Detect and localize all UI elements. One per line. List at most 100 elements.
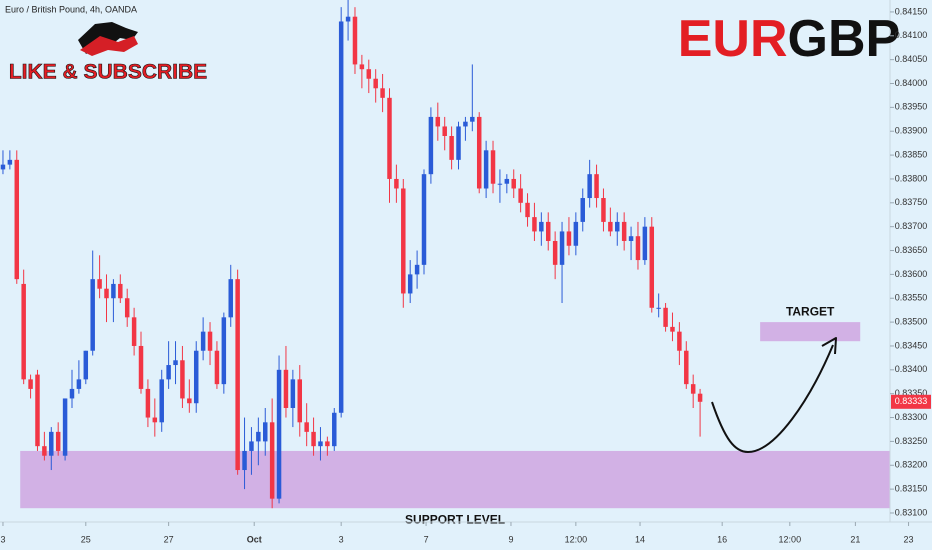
- candle-body: [387, 97, 392, 179]
- candle-body: [124, 298, 130, 318]
- candle-body: [55, 431, 61, 451]
- x-tick-label: 23: [904, 534, 914, 544]
- candle-body: [104, 288, 109, 299]
- candle-body: [311, 431, 316, 447]
- last-price-box: [891, 394, 931, 409]
- candle-body: [442, 126, 447, 136]
- candle-body: [580, 198, 585, 222]
- candle-body: [249, 441, 254, 451]
- candle-body: [608, 221, 613, 232]
- candle-body: [242, 450, 247, 471]
- candle-body: [421, 174, 427, 265]
- candle-body: [0, 164, 6, 170]
- candle-body: [435, 116, 441, 127]
- candle-body: [111, 283, 116, 299]
- candle-body: [7, 159, 13, 165]
- candle-body: [173, 360, 178, 366]
- candle-body: [525, 202, 530, 218]
- candle-body: [394, 178, 399, 189]
- subtitle: Euro / British Pound, 4h, OANDA: [5, 4, 137, 14]
- logo: [78, 22, 138, 56]
- candle-body: [552, 240, 558, 265]
- y-tick-label: 0.83500: [895, 316, 928, 326]
- candle-body: [428, 116, 434, 175]
- axes: 0.83100 0.83150 0.83200 0.83250 0.83300 0.833…: [0, 6, 931, 544]
- candle-body: [587, 174, 592, 199]
- candle-body: [649, 226, 655, 308]
- candle-body: [214, 350, 220, 385]
- badge: LIKE & SUBSCRIBE: [9, 61, 207, 84]
- candle-body: [684, 350, 689, 385]
- candle-body: [332, 412, 337, 447]
- candle-body: [62, 398, 68, 456]
- chart-title: EURGBP: [678, 10, 900, 68]
- zone: [20, 450, 890, 509]
- candle-body: [635, 236, 641, 261]
- candle-body: [656, 307, 661, 309]
- y-tick-label: 0.83950: [895, 102, 928, 112]
- y-tick-label: 0.83150: [895, 483, 928, 493]
- candle-body: [97, 279, 102, 289]
- candle-body: [545, 221, 551, 241]
- y-tick-label: 0.83900: [895, 126, 928, 136]
- candle-body: [28, 379, 33, 389]
- y-tick-label: 0.83200: [895, 460, 928, 470]
- x-tick-label: Oct: [247, 534, 262, 544]
- candle-body: [670, 326, 675, 332]
- candle-body: [35, 374, 40, 447]
- candle-body: [145, 388, 151, 418]
- y-tick-label: 0.83750: [895, 197, 928, 207]
- candle-body: [401, 188, 406, 294]
- x-tick-label: 7: [424, 534, 429, 544]
- candle-body: [193, 350, 199, 404]
- candle-body: [200, 331, 206, 351]
- candle-body: [69, 388, 75, 399]
- y-tick-label: 0.83600: [895, 269, 928, 279]
- x-tick-label: 3: [339, 534, 344, 544]
- candle-body: [152, 417, 158, 423]
- title-part: EUR: [678, 10, 788, 68]
- candle-body: [352, 16, 358, 65]
- candle-body: [21, 283, 26, 380]
- candle-body: [490, 150, 496, 184]
- candle-body: [276, 369, 282, 499]
- candle-body: [449, 135, 454, 160]
- candle-body: [221, 317, 227, 385]
- y-tick-label: 0.83700: [895, 221, 928, 231]
- candle-body: [414, 264, 420, 275]
- candle-body: [663, 307, 668, 327]
- arrow-head: [821, 337, 837, 355]
- candle-body: [594, 174, 599, 199]
- zone-label: TARGET: [786, 304, 835, 318]
- candle-body: [187, 398, 192, 404]
- title-part: GBP: [788, 10, 901, 68]
- zones: SUPPORT LEVEL TARGET: [20, 304, 890, 526]
- x-tick-label: 21: [850, 534, 860, 544]
- candle-body: [14, 159, 20, 280]
- projection-arrow: [711, 344, 834, 454]
- candle-body: [532, 217, 537, 232]
- candle-body: [345, 16, 351, 22]
- zone: [760, 322, 861, 342]
- candle-body: [283, 369, 289, 408]
- y-tick-label: 0.84150: [895, 6, 928, 16]
- candle-body: [642, 226, 648, 261]
- candle-body: [690, 384, 696, 394]
- y-tick-label: 0.83800: [895, 173, 928, 183]
- y-tick-label: 0.84000: [895, 78, 928, 88]
- candle-body: [615, 221, 620, 232]
- candle-body: [304, 422, 309, 432]
- candle-body: [42, 446, 47, 456]
- candle-body: [290, 379, 296, 408]
- candle-body: [559, 231, 565, 265]
- candle-body: [207, 331, 213, 351]
- y-tick-label: 0.83400: [895, 364, 928, 374]
- candle-body: [263, 422, 268, 442]
- y-tick-label: 0.84050: [895, 54, 928, 64]
- candle-body: [497, 183, 503, 185]
- y-tick-label: 0.83550: [895, 293, 928, 303]
- candle-body: [518, 188, 523, 203]
- x-tick-label: 25: [81, 534, 91, 544]
- x-tick-label: 3: [0, 534, 5, 544]
